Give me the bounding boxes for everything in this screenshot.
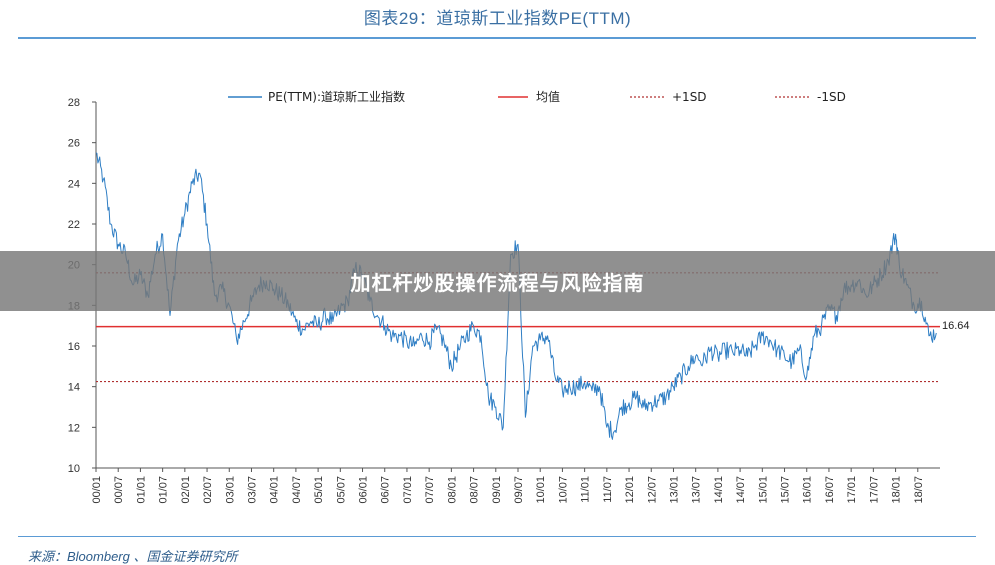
legend-label-mean: 均值 (536, 89, 560, 104)
x-tick-label: 06/01 (358, 476, 370, 504)
x-tick-label: 13/01 (668, 476, 680, 504)
x-tick-label: 05/07 (335, 476, 347, 504)
x-tick-label: 11/07 (602, 476, 614, 503)
x-tick-label: 14/01 (713, 476, 725, 504)
x-tick-label: 09/07 (513, 476, 525, 504)
series-layer (95, 152, 937, 440)
x-tick-label: 16/07 (824, 476, 836, 504)
x-tick-label: 07/07 (424, 476, 436, 504)
y-tick-label: 24 (68, 178, 80, 190)
legend-label-plus-sd: +1SD (672, 90, 707, 104)
y-tick-label: 22 (68, 219, 80, 231)
x-axis-ticks: 00/01 00/07 01/01 01/07 02/01 02/07 03/01 03/07… (91, 468, 925, 504)
overlay-banner-text: 加杠杆炒股操作流程与风险指南 (350, 270, 645, 295)
x-tick-label: 17/07 (868, 476, 880, 504)
x-tick-label: 16/01 (802, 476, 814, 504)
x-tick-label: 18/01 (891, 476, 903, 504)
x-tick-label: 09/01 (491, 476, 503, 504)
y-tick-label: 16 (68, 341, 80, 353)
x-tick-label: 02/01 (180, 476, 192, 504)
x-tick-label: 00/07 (113, 476, 125, 504)
source-note: 来源：Bloomberg 、国金证券研究所 (28, 549, 238, 564)
x-tick-label: 04/01 (269, 476, 281, 504)
y-tick-label: 28 (68, 97, 80, 109)
x-tick-label: 10/01 (535, 476, 547, 504)
source-divider (18, 536, 976, 537)
x-tick-label: 02/07 (202, 476, 214, 504)
legend-label-minus-sd: -1SD (817, 90, 846, 104)
x-tick-label: 17/01 (846, 476, 858, 504)
chart-legend: PE(TTM):道琼斯工业指数 均值 +1SD -1SD (228, 89, 846, 104)
x-tick-label: 03/07 (246, 476, 258, 504)
x-tick-label: 12/01 (624, 476, 636, 504)
x-tick-label: 13/07 (691, 476, 703, 504)
x-tick-label: 03/01 (224, 476, 236, 504)
x-tick-label: 10/07 (557, 476, 569, 504)
x-tick-label: 01/07 (158, 476, 170, 504)
y-tick-label: 14 (68, 382, 80, 394)
x-tick-label: 07/01 (402, 476, 414, 504)
x-tick-label: 14/07 (735, 476, 747, 504)
x-tick-label: 06/07 (380, 476, 392, 504)
y-axis-ticks: 10121416182022242628 (68, 97, 96, 475)
y-tick-label: 26 (68, 138, 80, 150)
x-tick-label: 01/01 (135, 476, 147, 504)
overlay-banner: 加杠杆炒股操作流程与风险指南 (0, 251, 995, 311)
x-tick-label: 15/07 (780, 476, 792, 504)
y-tick-label: 10 (68, 463, 80, 475)
x-tick-label: 04/07 (291, 476, 303, 504)
title-divider (18, 37, 976, 39)
pe-series-line (95, 152, 937, 440)
legend-label-pe: PE(TTM):道琼斯工业指数 (268, 89, 405, 104)
x-tick-label: 12/07 (646, 476, 658, 504)
x-tick-label: 00/01 (91, 476, 103, 504)
y-tick-label: 12 (68, 422, 80, 434)
x-tick-label: 08/07 (469, 476, 481, 504)
x-tick-label: 05/01 (313, 476, 325, 504)
figure-title: 图表29：道琼斯工业指数PE(TTM) (363, 9, 632, 28)
pe-line-chart: 10121416182022242628 00/0100/0701/0101/0… (68, 89, 970, 504)
last-value-label: 16.64 (942, 320, 970, 332)
x-tick-label: 08/01 (446, 476, 458, 504)
x-tick-label: 15/01 (757, 476, 769, 504)
x-tick-label: 18/07 (913, 476, 925, 504)
x-tick-label: 11/01 (580, 476, 592, 503)
